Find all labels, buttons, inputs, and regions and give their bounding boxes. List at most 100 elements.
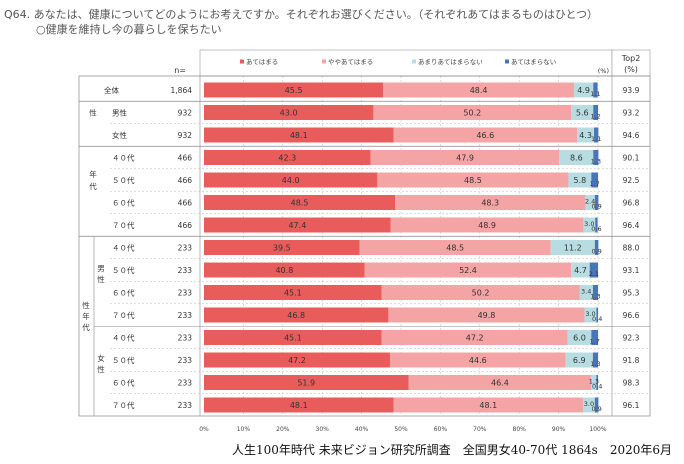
bar-segment xyxy=(204,375,409,390)
legend-label: ややあてはまる xyxy=(328,58,373,66)
data-label: 3.0 xyxy=(585,310,595,318)
legend-label: あてはまらない xyxy=(511,58,556,66)
group-label-sexage: 性 xyxy=(82,300,90,310)
bar-segment xyxy=(204,150,371,165)
bar-segment xyxy=(204,105,374,120)
row-top2: 96.8 xyxy=(623,199,640,208)
group-label-male: 性 xyxy=(97,274,105,284)
row-label: 女性 xyxy=(112,130,127,140)
row-n: 466 xyxy=(178,154,193,163)
row-top2: 94.6 xyxy=(623,131,640,140)
data-label: 1.3 xyxy=(590,360,600,368)
row-top2: 92.3 xyxy=(623,334,640,343)
data-label: 3.0 xyxy=(584,400,594,408)
stacked-bar-chart: Top2 (%) n= (%) あてはまる ややあてはまる あまりあてはまらない あてはまらな… xyxy=(78,49,651,433)
data-label: 1.3 xyxy=(589,378,599,386)
row-top2: 98.3 xyxy=(623,379,640,388)
x-tick-label: 20% xyxy=(276,426,290,433)
legend-swatch xyxy=(322,59,326,64)
group-label-age: 代 xyxy=(89,181,97,191)
bar-segment xyxy=(388,307,585,323)
bar-segment xyxy=(204,397,394,413)
row-label: ４０代 xyxy=(112,333,135,343)
x-tick-label: 0% xyxy=(199,426,209,433)
row-n: 233 xyxy=(178,401,193,410)
group-label-female: 女 xyxy=(97,353,105,363)
x-tick-label: 40% xyxy=(355,426,369,433)
bar-segment xyxy=(584,307,597,323)
data-label: 49.8 xyxy=(478,311,496,320)
data-label: 46.4 xyxy=(491,379,509,388)
bar-segment xyxy=(589,262,598,278)
data-label: 48.5 xyxy=(464,176,482,185)
bar-segment xyxy=(579,285,593,300)
data-label: 4.3 xyxy=(579,131,592,140)
row-top2: 91.8 xyxy=(623,356,640,365)
data-label: 1.3 xyxy=(591,158,601,166)
x-tick-label: 70% xyxy=(473,426,487,433)
data-label: 48.9 xyxy=(478,221,496,230)
data-label: 1.7 xyxy=(589,180,599,188)
table-frame xyxy=(78,75,651,417)
data-label: 5.8 xyxy=(574,176,587,185)
data-label: 47.9 xyxy=(456,154,474,163)
row-label: ６０代 xyxy=(112,198,135,208)
bar-segment xyxy=(591,172,598,188)
row-n: 233 xyxy=(178,289,193,298)
data-label: 1.1 xyxy=(591,135,601,143)
data-label: 48.1 xyxy=(290,131,308,140)
bar-segment xyxy=(389,352,566,368)
data-label: 50.2 xyxy=(463,109,481,118)
data-label: 45.1 xyxy=(284,334,302,343)
data-label: 48.3 xyxy=(481,199,499,208)
bar-segment xyxy=(594,397,599,413)
data-label: 45.1 xyxy=(284,289,302,298)
data-label: 40.8 xyxy=(275,266,293,275)
bar-segment xyxy=(571,262,590,278)
bar-segment xyxy=(571,105,594,120)
data-label: 42.3 xyxy=(278,154,296,163)
row-label: ５０代 xyxy=(112,355,135,365)
data-label: 4.7 xyxy=(574,266,587,275)
row-label: ７０代 xyxy=(112,220,135,230)
row-n: 466 xyxy=(178,176,193,185)
percent-unit-label: (%) xyxy=(598,67,609,75)
row-top2: 88.0 xyxy=(623,244,640,253)
question-text: Q64. あなたは、健康についてどのようにお考えですか。それぞれお選びください。… xyxy=(4,8,599,21)
bar-segment xyxy=(577,127,595,143)
bar-segment xyxy=(408,375,592,390)
row-label: ７０代 xyxy=(112,400,135,410)
data-label: 51.9 xyxy=(297,379,315,388)
group-label-age: 年 xyxy=(89,169,97,179)
bar-segment xyxy=(583,397,595,413)
bar-segment xyxy=(381,285,580,300)
bar-segment xyxy=(393,397,584,413)
data-label: 1.2 xyxy=(590,113,600,121)
bar-segment xyxy=(592,352,598,368)
data-label: 4.9 xyxy=(577,86,590,95)
legend-swatch xyxy=(412,59,416,64)
data-label: 0.4 xyxy=(592,315,602,323)
bar-segment xyxy=(585,195,595,210)
row-label: ５０代 xyxy=(112,175,135,185)
data-label: 48.4 xyxy=(470,86,488,95)
row-n: 233 xyxy=(178,266,193,275)
row-top2: 96.4 xyxy=(623,221,640,230)
data-label: 47.2 xyxy=(288,356,306,365)
bar-segment xyxy=(204,285,382,300)
row-label: ４０代 xyxy=(112,153,135,163)
bar-segment xyxy=(204,240,360,255)
row-n: 466 xyxy=(178,221,193,230)
data-label: 3.0 xyxy=(584,220,594,228)
data-label: 46.8 xyxy=(287,311,305,320)
row-label: ５０代 xyxy=(112,265,135,275)
data-label: 2.1 xyxy=(589,270,599,278)
bar-segment xyxy=(204,262,365,278)
data-label: 48.5 xyxy=(446,244,464,253)
bar-segment xyxy=(390,217,584,233)
row-label: ６０代 xyxy=(112,378,135,388)
x-tick-label: 60% xyxy=(434,426,448,433)
bar-segment xyxy=(364,262,572,278)
bar-segment xyxy=(596,307,598,323)
group-label-female: 性 xyxy=(97,364,105,374)
